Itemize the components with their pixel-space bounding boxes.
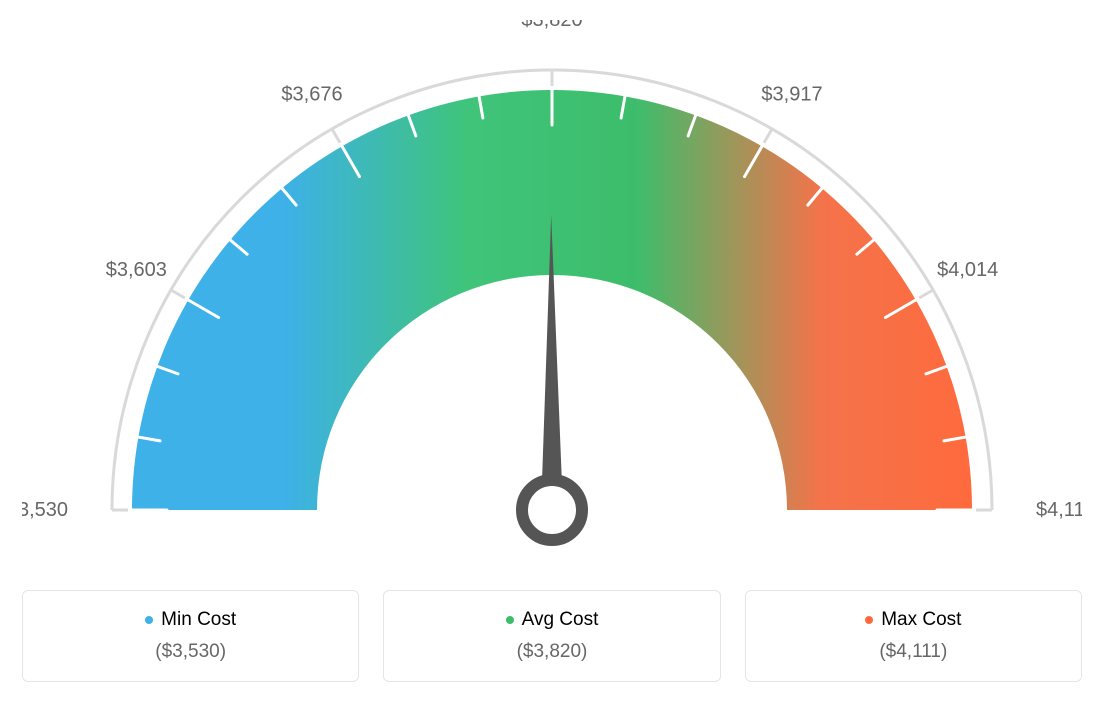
legend-title-text: Avg Cost — [522, 609, 599, 631]
svg-text:$4,111: $4,111 — [1036, 499, 1082, 521]
legend-title-max: Max Cost — [865, 609, 961, 631]
legend-card-max: Max Cost ($4,111) — [745, 590, 1082, 682]
svg-text:$3,820: $3,820 — [521, 20, 582, 31]
legend-dot-max — [865, 616, 873, 624]
legend-dot-avg — [506, 616, 514, 624]
legend-card-avg: Avg Cost ($3,820) — [383, 590, 720, 682]
gauge-svg-container: $3,530 $3,603 $3,676 $3,820 $3,917 $4,014 $4,1… — [22, 20, 1082, 580]
legend-title-avg: Avg Cost — [506, 609, 599, 631]
gauge-svg: $3,530 $3,603 $3,676 $3,820 $3,917 $4,014 $4,1… — [22, 20, 1082, 580]
svg-text:$4,014: $4,014 — [937, 259, 998, 281]
svg-text:$3,917: $3,917 — [761, 83, 822, 105]
svg-text:$3,530: $3,530 — [22, 499, 68, 521]
svg-text:$3,676: $3,676 — [281, 83, 342, 105]
legend-title-text: Max Cost — [881, 609, 961, 631]
legend-card-min: Min Cost ($3,530) — [22, 590, 359, 682]
legend-value-min: ($3,530) — [35, 641, 346, 663]
legend-value-max: ($4,111) — [758, 641, 1069, 663]
legend-dot-min — [145, 616, 153, 624]
legend-title-min: Min Cost — [145, 609, 236, 631]
cost-gauge-chart: $3,530 $3,603 $3,676 $3,820 $3,917 $4,014 $4,1… — [22, 20, 1082, 682]
legend-value-avg: ($3,820) — [396, 641, 707, 663]
legend-title-text: Min Cost — [161, 609, 236, 631]
legend-row: Min Cost ($3,530) Avg Cost ($3,820) Max … — [22, 590, 1082, 682]
svg-text:$3,603: $3,603 — [106, 259, 167, 281]
